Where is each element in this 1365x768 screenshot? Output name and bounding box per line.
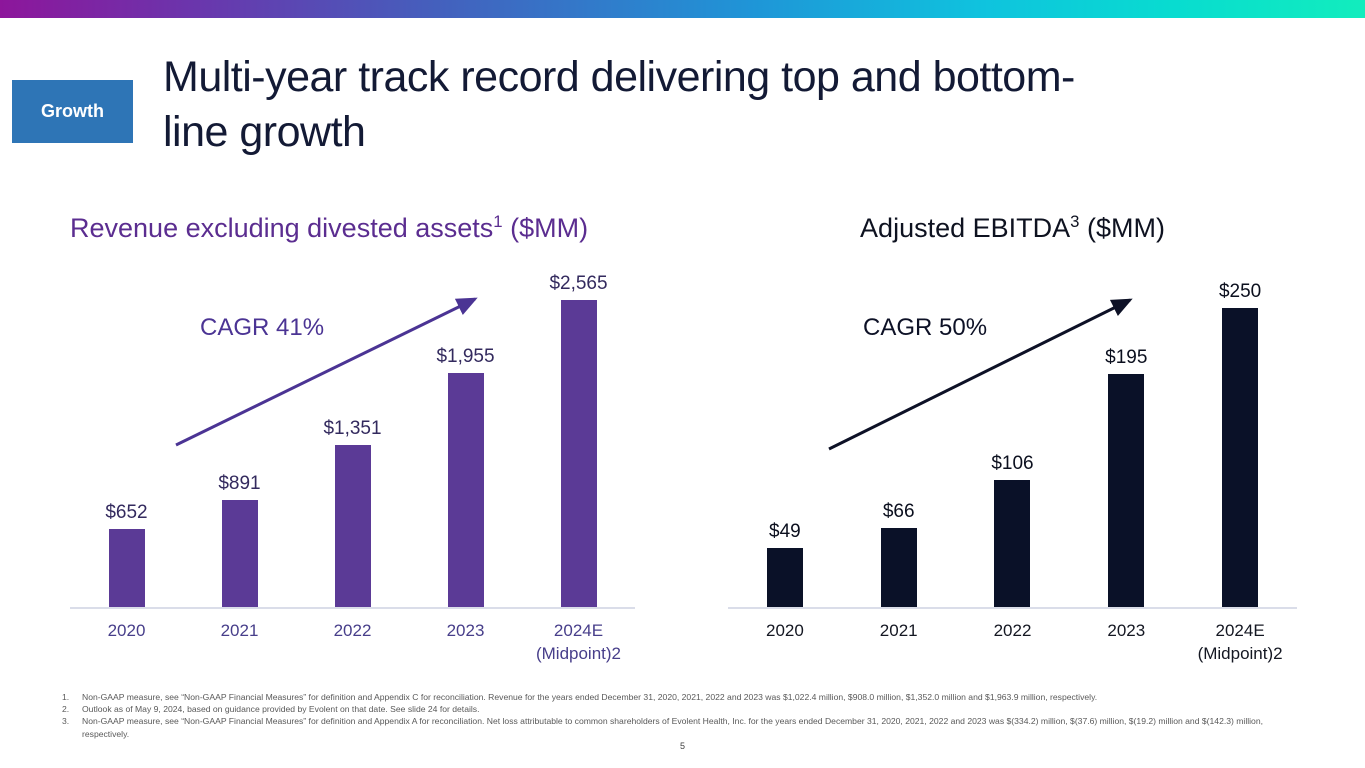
growth-badge: Growth [12,80,133,143]
category-row: 2020 2021 2022 2023 2024E (Midpoint)2 [728,611,1297,666]
footnote-number: 3. [62,716,70,727]
revenue-chart-title: Revenue excluding divested assets1 ($MM) [70,212,635,244]
axis-category: 2022 [333,621,372,640]
ebitda-chart-title: Adjusted EBITDA3 ($MM) [728,212,1297,244]
top-gradient-bar [0,0,1365,18]
bar-2021 [221,500,258,607]
footnote-text: Non-GAAP measure, see “Non-GAAP Financia… [82,716,1264,739]
cagr-label: CAGR 50% [863,314,988,341]
axis-category: 2023 [446,621,485,640]
value-label: $2,565 [549,273,608,294]
axis-category: 2020 [107,621,146,640]
revenue-chart-title-text: Revenue excluding divested assets [70,213,494,243]
bar-2021 [880,528,917,607]
footnote-item: 3. Non-GAAP measure, see “Non-GAAP Financ… [62,715,1277,739]
axis-category: 2021 [220,621,259,640]
bar-slot: $652 [70,284,183,607]
footnote-item: 1. Non-GAAP measure, see “Non-GAAP Financ… [62,691,1277,703]
ebitda-chart-title-text: Adjusted EBITDA [860,213,1071,243]
bar-slot: $2,565 [522,273,635,607]
category-row: 2020 2021 2022 2023 2024E (Midpoint)2 [70,611,635,666]
value-label: $1,351 [323,418,382,439]
bar-slot: $250 [1183,281,1297,607]
axis-category: 2024E (Midpoint)2 [1197,621,1283,663]
value-label: $1,955 [436,346,495,367]
revenue-chart-footnote-ref: 1 [493,212,503,231]
value-label: $66 [882,501,915,522]
bar-2022 [334,445,371,607]
value-label: $891 [218,473,261,494]
revenue-chart-title-units: ($MM) [502,213,589,243]
axis-category: 2022 [993,621,1032,640]
bar-2020 [766,548,803,607]
footnote-number: 2. [62,704,70,715]
ebitda-chart-title-units: ($MM) [1079,213,1165,243]
cagr-label: CAGR 41% [200,314,325,341]
value-label: $195 [1105,347,1148,368]
ebitda-chart-footnote-ref: 3 [1070,212,1080,231]
plot-area: CAGR 50% $49 $66 $106 $195 $250 [728,281,1297,609]
value-label: $106 [991,453,1034,474]
bar-slot: $49 [728,284,842,607]
axis-category: 2024E (Midpoint)2 [535,621,622,663]
bar-2020 [108,529,145,607]
bar-slot: $195 [1069,284,1183,607]
footnotes: 1. Non-GAAP measure, see “Non-GAAP Financ… [62,691,1277,740]
bar-slot: $106 [956,284,1070,607]
value-label: $250 [1218,281,1262,302]
bar-2023 [447,373,484,607]
bar-slot: $1,351 [296,284,409,607]
value-label: $652 [105,502,148,523]
footnote-text: Non-GAAP measure, see “Non-GAAP Financia… [82,692,1098,702]
bar-2024E [1222,308,1259,607]
axis-category: 2021 [879,621,918,640]
plot-area: CAGR 41% $652 $891 $1,351 $1,955 $2,565 [70,273,635,609]
bar-2023 [1108,374,1145,607]
page-number: 5 [679,741,685,751]
footnote-item: 2. Outlook as of May 9, 2024, based on gu… [62,703,1277,715]
footnote-text: Outlook as of May 9, 2024, based on guid… [82,704,480,715]
slide-title: Multi-year track record delivering top a… [163,53,1075,156]
bar-slot: $891 [183,284,296,607]
bar-2022 [994,480,1031,607]
bar-slot: $66 [842,284,956,607]
footnote-number: 1. [62,692,70,702]
axis-category: 2023 [1107,621,1146,640]
bar-slot: $1,955 [409,284,522,607]
axis-category: 2020 [765,621,804,640]
bar-2024E [560,300,597,607]
value-label: $49 [769,521,801,542]
growth-badge-label: Growth [41,101,104,121]
